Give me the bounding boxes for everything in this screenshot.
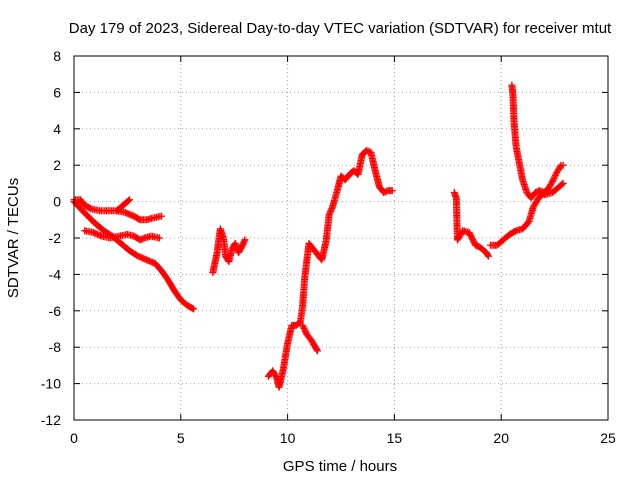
y-tick-label: 4 — [53, 121, 61, 137]
data-point — [388, 187, 396, 195]
y-tick-label: -4 — [49, 266, 62, 282]
series-spike-arc-20-5-23h — [508, 81, 567, 202]
y-tick-label: -2 — [49, 230, 62, 246]
series-falling-arc-10-5-11-5h — [299, 321, 322, 355]
data-point — [558, 180, 566, 188]
plot-frame — [73, 55, 609, 421]
series-middle-arc-early — [81, 227, 163, 244]
data-point — [299, 323, 307, 331]
data-point — [313, 346, 321, 354]
y-tick-label: 8 — [53, 48, 61, 64]
data-point — [124, 197, 132, 205]
x-tick-label: 25 — [600, 430, 616, 446]
series-arc-17-8-19-5h — [450, 189, 492, 260]
data-point — [301, 327, 309, 335]
data-point — [188, 304, 196, 312]
data-point — [551, 172, 559, 180]
data-point — [548, 178, 556, 186]
y-tick-label: -6 — [49, 303, 62, 319]
y-tick-label: -8 — [49, 339, 62, 355]
data-point — [126, 196, 134, 204]
data-point — [300, 324, 308, 332]
x-tick-label: 10 — [280, 430, 296, 446]
data-point — [86, 204, 94, 212]
x-tick-label: 15 — [387, 430, 403, 446]
data-point — [155, 234, 163, 242]
data-point — [551, 173, 559, 181]
data-point — [556, 163, 564, 171]
y-tick-label: -10 — [41, 376, 61, 392]
y-tick-label: 6 — [53, 84, 61, 100]
x-axis-title: GPS time / hours — [283, 458, 397, 475]
y-tick-label: -12 — [41, 412, 61, 428]
data-point — [158, 212, 166, 220]
data-point — [314, 347, 322, 355]
series-arc-19-5-23h — [487, 179, 567, 249]
y-tick-label: 2 — [53, 157, 61, 173]
data-point — [550, 175, 558, 183]
x-tick-label: 20 — [493, 430, 509, 446]
x-tick-label: 5 — [177, 430, 185, 446]
data-point — [559, 179, 567, 187]
x-tick-label: 0 — [70, 430, 78, 446]
series-short-rise — [113, 196, 134, 215]
data-point — [301, 326, 309, 334]
series-arc-near-7h — [209, 225, 249, 277]
data-point — [190, 305, 198, 313]
data-point — [299, 321, 307, 329]
y-tick-labels: -12 -10 -8 -6 -4 -2 0 2 4 6 8 — [41, 48, 61, 428]
y-axis-title: SDTVAR / TECUs — [5, 178, 22, 298]
x-tick-labels: 0 5 10 15 20 25 — [70, 430, 616, 446]
grid-layer — [74, 56, 608, 420]
data-point — [559, 161, 567, 169]
data-point — [549, 176, 557, 184]
series-rising-arc-9-15h — [264, 147, 396, 391]
data-point — [484, 252, 492, 260]
data-point — [484, 251, 492, 259]
data-point — [241, 236, 249, 244]
y-tick-label: 0 — [53, 194, 61, 210]
chart-title: Day 179 of 2023, Sidereal Day-to-day VTE… — [69, 20, 612, 37]
